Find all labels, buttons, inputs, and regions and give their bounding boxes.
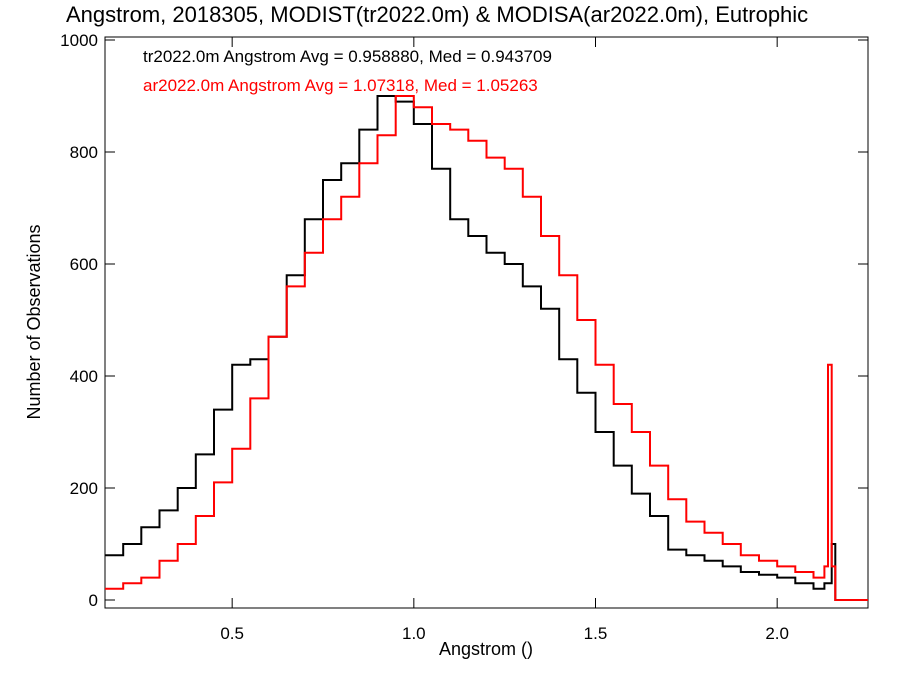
- legend-entry-tr: tr2022.0m Angstrom Avg = 0.958880, Med =…: [143, 47, 552, 66]
- y-tick-label: 200: [70, 479, 98, 498]
- legend-entry-ar: ar2022.0m Angstrom Avg = 1.07318, Med = …: [143, 76, 538, 95]
- chart-title: Angstrom, 2018305, MODIST(tr2022.0m) & M…: [66, 2, 808, 27]
- y-tick-label: 600: [70, 255, 98, 274]
- y-axis-label: Number of Observations: [24, 224, 44, 419]
- series-ar-histogram-line: [105, 95, 868, 601]
- x-tick-label: 0.5: [220, 624, 244, 643]
- y-axis-ticks: 0 200 400 600 800 1000: [60, 31, 868, 610]
- x-tick-label: 2.0: [765, 624, 789, 643]
- plot-frame: [104, 36, 869, 609]
- y-tick-label: 800: [70, 143, 98, 162]
- x-axis-ticks: 0.5 1.0 1.5 2.0: [220, 37, 789, 643]
- x-axis-label: Angstrom (): [439, 639, 533, 659]
- x-tick-label: 1.5: [584, 624, 608, 643]
- series-layer: [105, 95, 868, 601]
- y-tick-label: 400: [70, 367, 98, 386]
- series-tr-histogram-line: [105, 95, 868, 601]
- y-tick-label: 0: [89, 591, 98, 610]
- y-tick-label: 1000: [60, 31, 98, 50]
- x-tick-label: 1.0: [402, 624, 426, 643]
